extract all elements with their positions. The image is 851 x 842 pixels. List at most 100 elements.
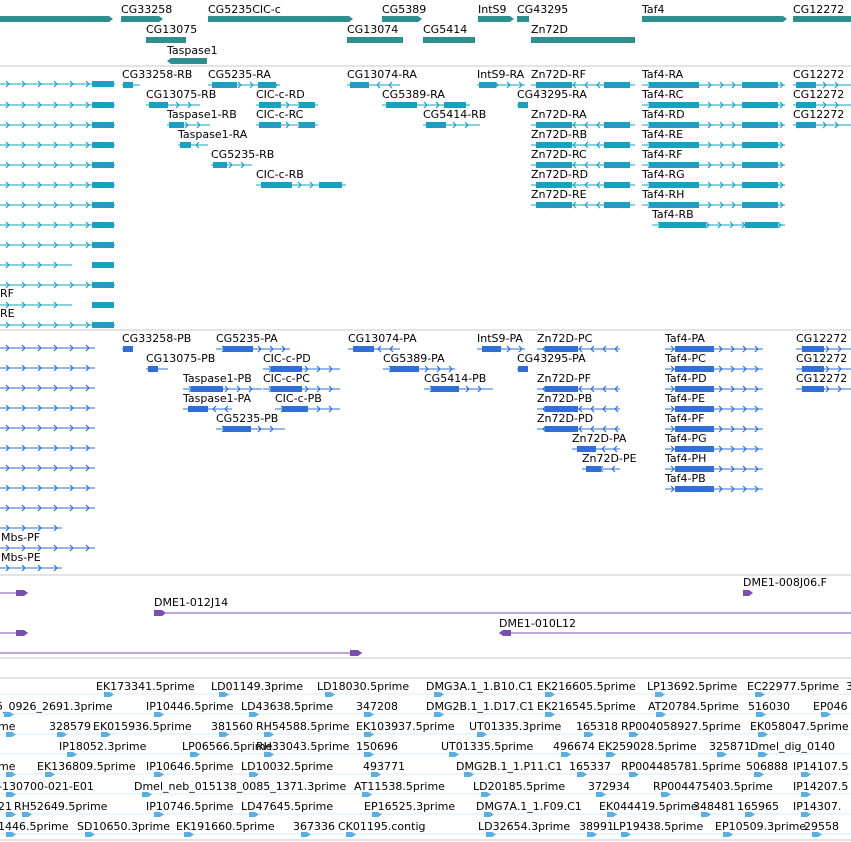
est-read[interactable] (621, 832, 631, 837)
gene-block[interactable] (208, 16, 353, 22)
exon[interactable] (212, 82, 237, 88)
gene-block[interactable] (121, 16, 163, 22)
cds-block[interactable] (675, 386, 714, 392)
est-read[interactable] (142, 792, 152, 797)
exon[interactable] (299, 122, 315, 128)
est-read[interactable] (587, 832, 597, 837)
est-read[interactable] (364, 712, 374, 717)
est-read[interactable] (629, 732, 639, 737)
est-read[interactable] (606, 752, 616, 757)
clone-end[interactable] (154, 610, 166, 616)
cds-block[interactable] (271, 366, 302, 372)
exon[interactable] (518, 102, 528, 108)
est-read[interactable] (596, 792, 606, 797)
exon[interactable] (604, 162, 630, 168)
clone-end[interactable] (16, 630, 28, 636)
est-read[interactable] (45, 772, 55, 777)
gene-block[interactable] (382, 16, 422, 22)
est-read[interactable] (154, 712, 164, 717)
est-read[interactable] (656, 712, 666, 717)
clone-end[interactable] (16, 590, 28, 596)
cds-block[interactable] (675, 406, 714, 412)
exon[interactable] (180, 142, 191, 148)
est-read[interactable] (701, 812, 711, 817)
est-read[interactable] (545, 692, 555, 697)
exon[interactable] (796, 122, 816, 128)
exon[interactable] (742, 82, 778, 88)
cds-block[interactable] (675, 426, 714, 432)
exon[interactable] (536, 122, 572, 128)
cds-block[interactable] (545, 406, 578, 412)
exon[interactable] (604, 82, 630, 88)
est-read[interactable] (6, 772, 16, 777)
exon[interactable] (92, 182, 114, 188)
est-read[interactable] (655, 692, 665, 697)
exon[interactable] (604, 142, 630, 148)
exon[interactable] (742, 142, 778, 148)
exon[interactable] (742, 102, 778, 108)
cds-block[interactable] (123, 346, 133, 352)
est-read[interactable] (801, 792, 811, 797)
gene-block[interactable] (517, 16, 529, 22)
est-read[interactable] (434, 712, 444, 717)
est-read[interactable] (249, 812, 259, 817)
gene-block[interactable] (793, 16, 851, 22)
est-read[interactable] (85, 832, 95, 837)
est-read[interactable] (812, 832, 822, 837)
exon[interactable] (92, 122, 114, 128)
exon[interactable] (649, 202, 699, 208)
est-read[interactable] (745, 812, 755, 817)
est-read[interactable] (821, 712, 831, 717)
est-read[interactable] (758, 752, 768, 757)
exon[interactable] (259, 122, 281, 128)
exon[interactable] (92, 162, 114, 168)
exon[interactable] (649, 162, 699, 168)
est-read[interactable] (629, 772, 639, 777)
exon[interactable] (350, 82, 369, 88)
gene-block[interactable] (347, 37, 403, 43)
est-read[interactable] (661, 792, 671, 797)
est-read[interactable] (801, 772, 811, 777)
est-read[interactable] (758, 732, 768, 737)
cds-block[interactable] (191, 386, 223, 392)
cds-block[interactable] (675, 486, 714, 492)
est-read[interactable] (57, 732, 67, 737)
clone-end[interactable] (350, 650, 362, 656)
cds-block[interactable] (545, 386, 578, 392)
exon[interactable] (386, 102, 417, 108)
cds-block[interactable] (675, 366, 714, 372)
exon[interactable] (123, 82, 133, 88)
cds-block[interactable] (223, 346, 253, 352)
exon[interactable] (426, 122, 446, 128)
est-read[interactable] (801, 812, 811, 817)
exon[interactable] (796, 102, 816, 108)
exon[interactable] (742, 202, 778, 208)
est-read[interactable] (486, 832, 496, 837)
exon[interactable] (649, 102, 699, 108)
cds-block[interactable] (282, 406, 308, 412)
cds-block[interactable] (431, 386, 459, 392)
exon[interactable] (259, 102, 281, 108)
cds-block[interactable] (223, 426, 251, 432)
est-read[interactable] (754, 772, 764, 777)
exon[interactable] (149, 102, 168, 108)
exon[interactable] (649, 122, 699, 128)
gene-block[interactable] (642, 16, 787, 22)
exon[interactable] (536, 142, 572, 148)
exon[interactable] (92, 242, 114, 248)
cds-block[interactable] (482, 346, 501, 352)
est-read[interactable] (264, 732, 274, 737)
exon[interactable] (92, 222, 114, 228)
cds-block[interactable] (518, 366, 528, 372)
est-read[interactable] (756, 712, 766, 717)
est-read[interactable] (101, 732, 111, 737)
cds-block[interactable] (675, 466, 714, 472)
est-read[interactable] (67, 752, 77, 757)
cds-block[interactable] (586, 466, 601, 472)
est-read[interactable] (6, 812, 16, 817)
est-read[interactable] (755, 692, 765, 697)
exon[interactable] (92, 282, 114, 288)
cds-block[interactable] (148, 366, 158, 372)
exon[interactable] (536, 182, 572, 188)
exon[interactable] (604, 122, 630, 128)
